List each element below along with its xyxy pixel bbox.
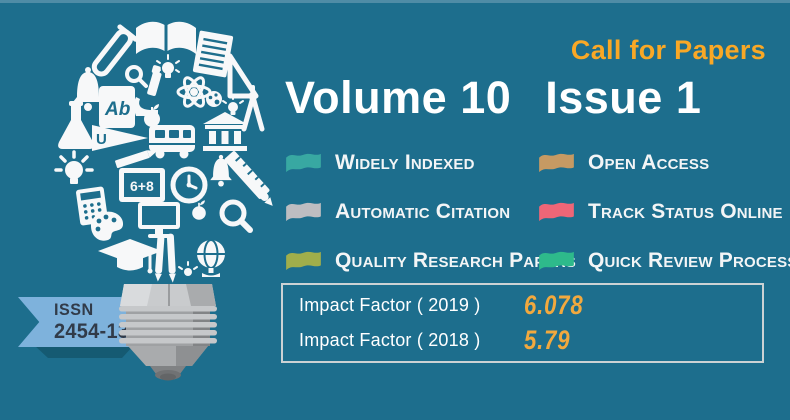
university-building-icon <box>203 112 247 151</box>
issn-label: ISSN <box>54 300 94 320</box>
feature-item-quick-review-process: Quick Review Process <box>538 247 790 274</box>
small-magnifier-icon <box>125 65 148 88</box>
impact-factor-row-2019: Impact Factor ( 2019 ) 6.078 <box>299 290 762 321</box>
feature-label: Quick Review Process <box>588 248 790 272</box>
small-apple-icon <box>192 200 206 220</box>
volume-label: Volume 10 <box>285 72 512 123</box>
impact-factor-box: Impact Factor ( 2019 ) 6.078 Impact Fact… <box>281 283 764 363</box>
clock-icon <box>170 166 208 204</box>
top-strip-decoration <box>0 0 790 3</box>
volume-issue-heading: Volume 10 Issue 1 <box>285 72 701 124</box>
impact-factor-value: 5.79 <box>524 325 571 356</box>
calculator-icon <box>76 186 108 226</box>
feature-label: Track Status Online <box>588 199 783 223</box>
microscope-icon <box>134 65 162 116</box>
feature-label: Quality Research Papers <box>335 248 576 272</box>
feature-item-track-status-online: Track Status Online <box>538 198 790 225</box>
bell-icon <box>73 67 103 111</box>
pennant-flag-icon: U <box>92 125 148 151</box>
magnifier-icon <box>219 199 253 233</box>
pennant-text: U <box>96 131 107 148</box>
impact-factor-label: Impact Factor ( 2018 ) <box>299 330 481 351</box>
small-palette-icon <box>206 91 222 107</box>
chalkboard-icon: 6+8 <box>119 168 165 202</box>
issn-ribbon: ISSN 2454-132X <box>18 297 170 347</box>
set-square-icon <box>227 53 259 99</box>
ab-book-text: Ab <box>104 99 131 120</box>
flag-icon <box>539 251 574 271</box>
computer-monitor-icon <box>138 202 180 238</box>
artist-palette-icon <box>91 211 124 241</box>
chalkboard-text: 6+8 <box>130 178 154 194</box>
ruler-icon <box>224 151 270 199</box>
flag-icon <box>286 251 321 271</box>
feature-item-automatic-citation: Automatic Citation <box>285 198 538 225</box>
flag-icon <box>286 202 321 222</box>
feature-item-widely-indexed: Widely Indexed <box>285 149 538 176</box>
tiny-idea-bulb-icon <box>222 95 244 115</box>
flag-icon <box>539 202 574 222</box>
flag-icon <box>539 153 574 173</box>
ab-book-icon: Ab <box>99 86 135 128</box>
issue-label: Issue 1 <box>545 72 702 123</box>
impact-factor-row-2018: Impact Factor ( 2018 ) 5.79 <box>299 325 762 356</box>
feature-item-open-access: Open Access <box>538 149 790 176</box>
atom-icon <box>176 76 212 108</box>
pencil-icon <box>115 150 157 169</box>
globe-icon <box>197 239 225 277</box>
feature-label: Automatic Citation <box>335 199 511 223</box>
pen-icon <box>251 182 273 206</box>
issn-number: 2454-132X <box>54 319 155 343</box>
impact-factor-value: 6.078 <box>524 289 584 320</box>
impact-factor-label: Impact Factor ( 2019 ) <box>299 294 481 315</box>
flask-icon <box>58 101 94 149</box>
small-bell-icon <box>210 154 232 187</box>
features-list: Widely Indexed Automatic Citation Qualit… <box>285 138 790 285</box>
sparkle-bulb-icon <box>178 261 198 276</box>
ribbon-shadow <box>34 345 134 358</box>
test-tube-icon <box>91 24 139 77</box>
feature-item-quality-research-papers: Quality Research Papers <box>285 247 576 274</box>
call-for-papers-label: Call for Papers <box>570 35 766 65</box>
pens-icon <box>154 233 176 283</box>
small-idea-bulb-icon <box>156 54 180 78</box>
school-bus-icon <box>149 125 195 159</box>
open-book-icon <box>136 21 196 54</box>
graduation-cap-icon <box>98 239 162 274</box>
flag-icon <box>286 153 321 173</box>
drafting-compass-icon <box>241 85 265 132</box>
apple-icon <box>144 104 160 127</box>
feature-label: Widely Indexed <box>335 150 475 174</box>
notepad-icon <box>192 30 234 78</box>
feature-label: Open Access <box>588 150 710 174</box>
bright-bulb-icon <box>54 150 94 184</box>
